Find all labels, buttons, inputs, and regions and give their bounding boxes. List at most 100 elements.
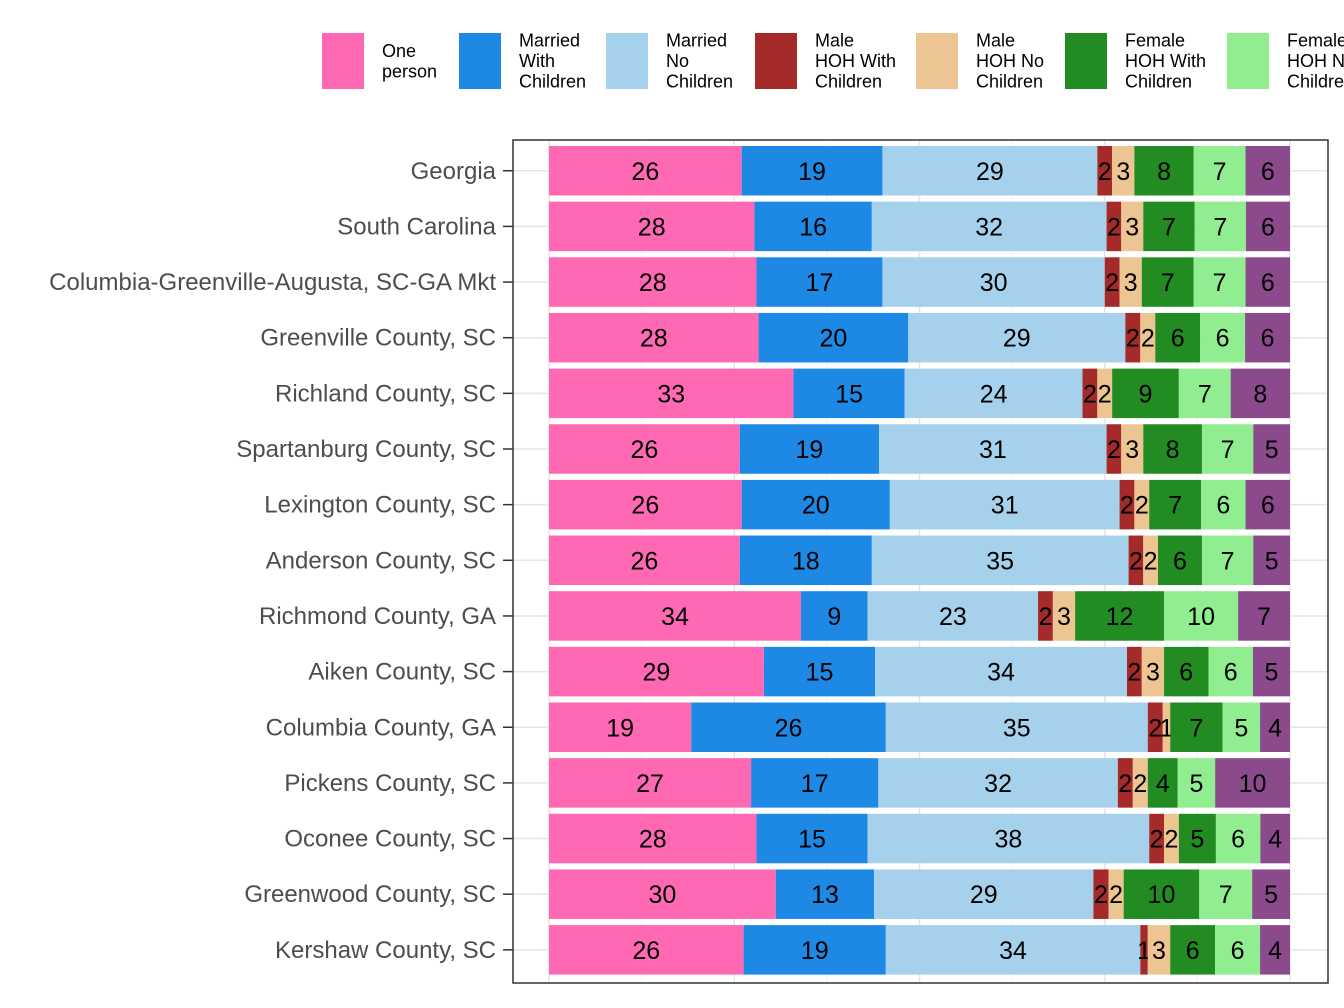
legend-label-line: Children	[666, 72, 733, 92]
bar-segment	[1177, 758, 1216, 808]
bar-value-label: 7	[1219, 881, 1233, 909]
bar-segment	[549, 257, 757, 307]
bar-segment	[549, 479, 742, 530]
legend-label-line: Male	[815, 31, 854, 51]
bar-value-label: 7	[1257, 603, 1271, 631]
bar-value-label: 29	[970, 881, 998, 909]
bar-segment	[549, 146, 742, 196]
bar-value-label: 6	[1186, 937, 1200, 965]
bar-value-label: 34	[999, 937, 1027, 965]
bar-segment	[549, 201, 755, 252]
y-tick-label: Spartanburg County, SC	[236, 436, 496, 463]
bars: 26 19 29 2 3 8 7 628 16 32 2 3 7 7 628 17 30 2 3 7 7 628 20 29 2…	[549, 146, 1290, 975]
bar-segment	[1123, 869, 1200, 919]
bar-value-label: 6	[1261, 325, 1275, 353]
bar-segment	[1170, 925, 1216, 975]
bar-value-label: 34	[661, 603, 689, 631]
bar-value-label: 33	[657, 380, 685, 408]
bar-value-label: 2	[1118, 770, 1132, 798]
bar-value-label: 3	[1057, 603, 1071, 631]
bar-value-label: 31	[979, 436, 1007, 464]
bar-segment	[871, 201, 1107, 252]
bar-segment	[1157, 535, 1202, 586]
bar-value-label: 2	[1109, 881, 1123, 909]
bar-value-label: 1	[1160, 714, 1174, 742]
legend-key	[1065, 33, 1107, 89]
bar-segment	[1245, 146, 1290, 196]
bar-value-label: 34	[987, 659, 1015, 687]
bar-segment	[1253, 535, 1290, 586]
bar-value-label: 19	[606, 714, 634, 742]
legend-key	[755, 33, 797, 89]
bar-segment	[1121, 201, 1144, 252]
bar-segment	[875, 646, 1127, 697]
bar-value-label: 7	[1221, 547, 1235, 575]
y-tick-label: South Carolina	[337, 213, 496, 240]
bar-segment	[1093, 869, 1109, 919]
bar-segment	[1245, 312, 1290, 363]
bar-segment	[871, 535, 1129, 586]
bar-segment	[1164, 591, 1239, 641]
bar-value-label: 2	[1133, 770, 1147, 798]
bar-segment	[1119, 479, 1135, 530]
bar-value-label: 16	[799, 213, 827, 241]
bar-value-label: 2	[1129, 547, 1143, 575]
bar-value-label: 2	[1098, 158, 1112, 186]
bar-segment	[741, 479, 890, 530]
bar-segment	[1170, 702, 1223, 752]
bar-value-label: 26	[630, 547, 658, 575]
y-tick-label: Lexington County, SC	[264, 492, 496, 519]
legend-key	[322, 33, 364, 89]
bar-value-label: 2	[1164, 826, 1178, 854]
bar-value-label: 6	[1216, 325, 1230, 353]
bar-value-label: 23	[939, 603, 967, 631]
bar-segment	[882, 146, 1098, 196]
y-tick-label: Oconee County, SC	[284, 826, 496, 853]
bar-value-label: 6	[1231, 937, 1245, 965]
bar-value-label: 12	[1106, 603, 1134, 631]
legend-label-line: HOH No	[976, 51, 1044, 71]
bar-value-label: 2	[1127, 659, 1141, 687]
bar-value-label: 17	[801, 770, 829, 798]
bar-value-label: 9	[1139, 380, 1153, 408]
bar-segment	[1143, 535, 1158, 586]
bar-value-label: 7	[1213, 213, 1227, 241]
bar-segment	[1141, 646, 1165, 697]
bar-segment	[1112, 368, 1179, 419]
bar-segment	[1215, 758, 1290, 808]
bar-value-label: 2	[1150, 826, 1164, 854]
bar-value-label: 3	[1124, 269, 1138, 297]
bar-segment	[754, 201, 872, 252]
bar-segment	[549, 702, 692, 752]
bar-segment	[1140, 312, 1156, 363]
bar-segment	[1252, 646, 1290, 697]
bar-value-label: 2	[1083, 380, 1097, 408]
bar-value-label: 2	[1148, 714, 1162, 742]
bar-segment	[549, 535, 740, 586]
y-tick-label: Columbia County, GA	[266, 714, 496, 741]
bar-segment	[867, 591, 1039, 641]
bar-value-label: 8	[1253, 380, 1267, 408]
bar-segment	[800, 591, 868, 641]
bar-segment	[751, 758, 879, 808]
bar-value-label: 3	[1125, 213, 1139, 241]
bar-value-label: 35	[1003, 714, 1031, 742]
bar-segment	[1132, 758, 1148, 808]
bar-segment	[1193, 146, 1246, 196]
bar-value-label: 6	[1173, 547, 1187, 575]
bar-value-label: 28	[639, 269, 667, 297]
bar-segment	[1178, 368, 1231, 419]
bar-segment	[1245, 201, 1290, 252]
bar-segment	[763, 646, 876, 697]
bar-segment	[1201, 479, 1246, 530]
bar-segment	[1125, 312, 1141, 363]
bar-segment	[904, 368, 1083, 419]
bar-value-label: 30	[649, 881, 677, 909]
bar-segment	[908, 312, 1126, 363]
bar-value-label: 31	[991, 492, 1019, 520]
bar-segment	[549, 591, 801, 641]
legend-label-line: HOH No	[1287, 51, 1344, 71]
legend-label-line: Children	[519, 72, 586, 92]
